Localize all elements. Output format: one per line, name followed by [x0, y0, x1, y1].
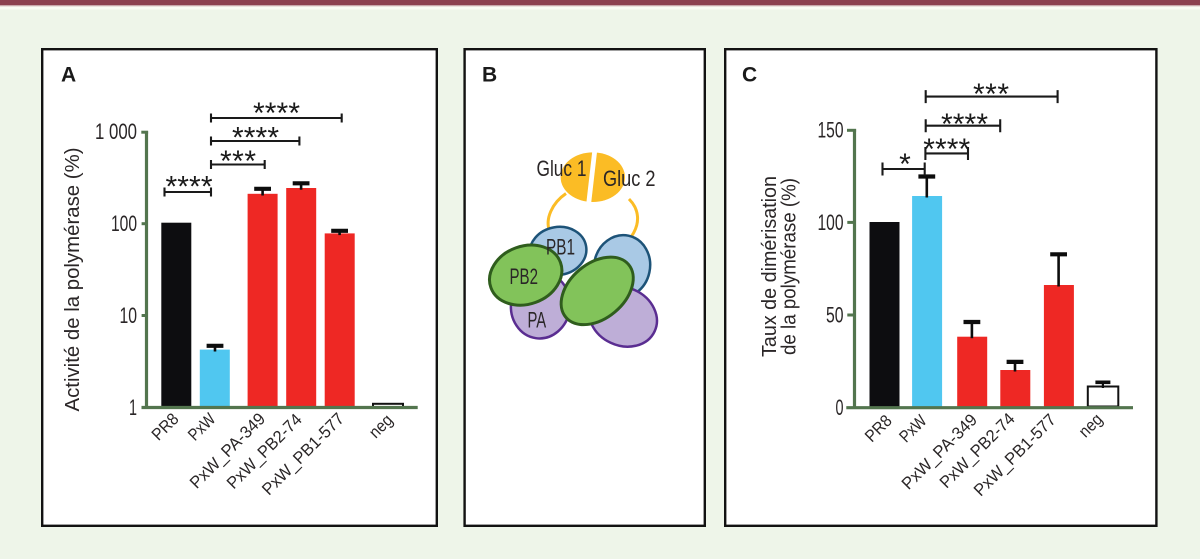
svg-text:Gluc 2: Gluc 2: [603, 166, 656, 191]
svg-text:150: 150: [818, 117, 844, 142]
svg-text:A: A: [61, 64, 76, 87]
svg-text:1 000: 1 000: [95, 119, 137, 144]
svg-text:****: ****: [923, 133, 970, 166]
svg-text:****: ****: [166, 171, 213, 204]
svg-text:***: ***: [220, 145, 256, 178]
svg-text:****: ****: [941, 108, 988, 141]
svg-text:B: B: [482, 64, 497, 87]
svg-text:100: 100: [111, 211, 137, 236]
svg-text:10: 10: [120, 303, 138, 328]
svg-text:*: *: [899, 148, 911, 181]
svg-text:***: ***: [973, 78, 1009, 111]
svg-text:****: ****: [232, 122, 279, 155]
svg-text:Taux de dimérisation: Taux de dimérisation: [759, 176, 781, 357]
svg-text:100: 100: [818, 210, 844, 235]
svg-text:0: 0: [836, 395, 844, 420]
svg-text:PA: PA: [528, 308, 547, 333]
svg-text:PB2: PB2: [510, 264, 539, 289]
svg-text:50: 50: [826, 303, 844, 328]
svg-text:de la polymérase (%): de la polymérase (%): [779, 178, 801, 355]
svg-text:C: C: [742, 64, 757, 87]
svg-text:Activité de la polymérase (%): Activité de la polymérase (%): [62, 148, 84, 412]
svg-text:Gluc 1: Gluc 1: [537, 156, 587, 181]
svg-text:1: 1: [129, 395, 137, 420]
svg-text:PB1: PB1: [546, 235, 575, 260]
svg-text:****: ****: [253, 97, 300, 130]
